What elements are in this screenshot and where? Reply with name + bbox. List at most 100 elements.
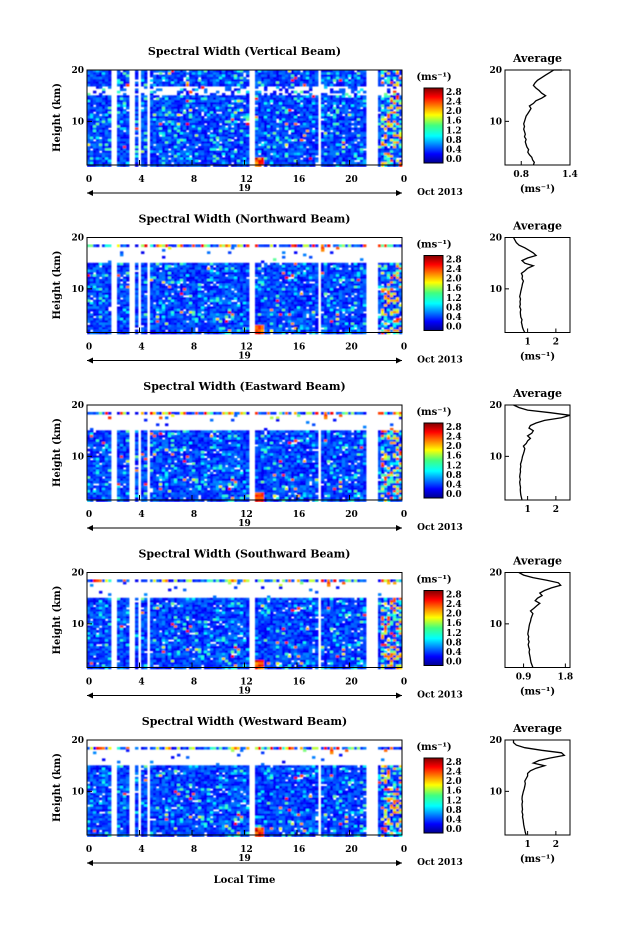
profile-y-label: 20 [489, 401, 502, 411]
y-axis-label: Height (km) [52, 586, 63, 655]
colorbar-unit: (ms⁻¹) [416, 240, 451, 251]
y-axis-label: Height (km) [52, 251, 63, 320]
x-tick-label: 16 [293, 175, 306, 185]
x-tick-label: 8 [191, 845, 197, 855]
profile-x-unit: (ms⁻¹) [520, 854, 555, 865]
colorbar-label: 2.4 [446, 265, 462, 275]
colorbar-label: 0.0 [446, 490, 462, 500]
y-tick-label: 10 [71, 285, 84, 295]
profile-y-label: 20 [489, 234, 502, 244]
colorbar-label: 1.6 [446, 619, 462, 629]
panel-2: Spectral Width (Northward Beam)2010Heigh… [52, 213, 571, 366]
date-arrow-left [87, 190, 93, 196]
date-arrow-left [87, 860, 93, 866]
panel-title: Spectral Width (Southward Beam) [138, 548, 350, 561]
panel-title: Spectral Width (Northward Beam) [139, 213, 351, 226]
x-tick-label: 16 [293, 678, 306, 688]
panel-title: Spectral Width (Eastward Beam) [143, 380, 345, 393]
profile-x-label: 1 [524, 840, 530, 850]
colorbar-label: 2.4 [446, 433, 462, 443]
x-tick-label: 4 [138, 175, 144, 185]
profile-title: Average [512, 555, 562, 568]
date-marker: 19 [238, 519, 251, 529]
profile-x-label: 0.8 [513, 170, 529, 180]
profile-frame [504, 739, 571, 836]
y-tick-label: 20 [71, 401, 84, 411]
profile-panel: Average 20 10 1 2 [489, 387, 571, 515]
colorbar-label: 2.0 [446, 107, 462, 117]
month-label: Oct 2013 [417, 691, 463, 701]
month-label: Oct 2013 [417, 356, 463, 366]
date-arrow-left [87, 692, 93, 699]
colorbar-label: 2.8 [446, 88, 462, 98]
x-tick-label: 4 [138, 678, 144, 688]
date-arrow-right [396, 860, 402, 866]
profile-y-label: 10 [489, 452, 502, 462]
colorbar-unit: (ms⁻¹) [416, 575, 451, 586]
profile-x-label: 2 [553, 505, 559, 515]
colorbar-label: 2.8 [446, 256, 462, 266]
profile-title: Average [512, 722, 562, 735]
colorbar-label: 0.0 [446, 323, 462, 333]
colorbar-label: 1.2 [446, 294, 462, 304]
y-tick-label: 20 [71, 234, 84, 244]
colorbar-label: 2.4 [446, 600, 462, 610]
colorbar-label: 1.2 [446, 796, 462, 806]
date-arrow-right [396, 692, 402, 699]
colorbar-label: 1.6 [446, 117, 462, 127]
x-tick-label: 20 [345, 678, 358, 688]
colorbar-unit: (ms⁻¹) [416, 407, 451, 418]
x-tick-label: 12 [240, 175, 253, 185]
colorbar-label: 2.0 [446, 610, 462, 620]
profile-line [513, 404, 571, 501]
colorbar-unit: (ms⁻¹) [416, 742, 451, 753]
profile-line [512, 237, 538, 333]
colorbar-label: 1.6 [446, 452, 462, 462]
profile-x-unit: (ms⁻¹) [520, 184, 555, 195]
profile-x-label: 1 [524, 505, 530, 515]
profile-line [518, 571, 562, 668]
date-arrow-right [396, 357, 402, 364]
profile-line [523, 69, 562, 166]
colorbar-label: 0.4 [446, 815, 462, 825]
profile-panel: Average 20 10 1 2 (ms⁻¹) [489, 220, 571, 363]
profile-frame [504, 572, 571, 668]
x-tick-label: 12 [240, 343, 253, 353]
date-arrow-left [87, 525, 93, 531]
x-tick-label: 8 [191, 510, 197, 520]
x-tick-label: 0 [86, 845, 92, 855]
x-tick-label: 4 [138, 510, 144, 520]
profile-panel: Average 20 10 0.9 1.8(ms⁻¹) [489, 555, 573, 698]
colorbar-label: 0.0 [446, 825, 462, 835]
profile-x-label: 1 [524, 338, 530, 348]
x-tick-label: 0 [401, 175, 407, 185]
date-marker: 19 [238, 184, 251, 194]
heatmap-cells [87, 70, 403, 167]
x-tick-label: 0 [401, 678, 407, 688]
x-tick-label: 0 [86, 175, 92, 185]
y-tick-label: 10 [71, 117, 84, 127]
heatmap-cells [87, 411, 403, 502]
x-tick-label: 0 [401, 845, 407, 855]
x-tick-label: 0 [86, 343, 92, 353]
x-tick-label: 20 [345, 175, 358, 185]
profile-panel: Average 20 10 1 2 (ms⁻¹) [489, 722, 571, 865]
date-arrow-right [396, 190, 402, 196]
profile-y-label: 10 [489, 117, 502, 127]
profile-y-label: 20 [489, 736, 502, 746]
colorbar-label: 1.6 [446, 787, 462, 797]
colorbar-label: 1.2 [446, 126, 462, 136]
month-label: Oct 2013 [417, 188, 463, 198]
profile-frame [504, 69, 571, 166]
x-tick-label: 12 [240, 845, 253, 855]
profile-y-label: 20 [489, 569, 502, 579]
x-tick-label: 20 [345, 845, 358, 855]
y-tick-label: 10 [71, 452, 84, 462]
x-tick-label: 8 [191, 343, 197, 353]
x-tick-label: 16 [293, 845, 306, 855]
profile-x-label: 0.9 [516, 673, 532, 683]
profile-y-label: 10 [489, 787, 502, 797]
profile-x-unit: (ms⁻¹) [520, 687, 555, 698]
profile-y-label: 10 [489, 620, 502, 630]
